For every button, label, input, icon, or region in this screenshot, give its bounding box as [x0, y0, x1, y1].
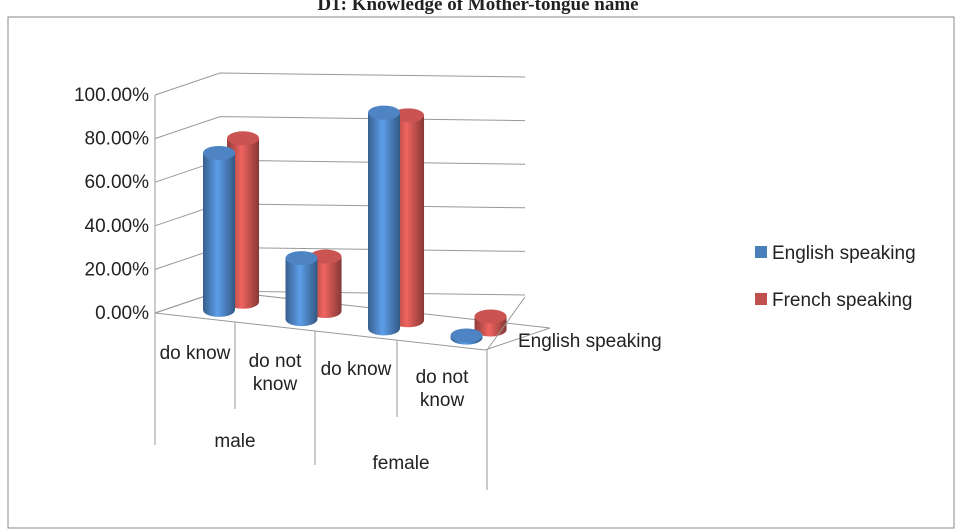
- chart-title: D1: Knowledge of Mother-tongue name: [317, 0, 638, 15]
- cylinder: [285, 251, 318, 327]
- cylinder-body: [285, 258, 318, 320]
- cylinder-body: [203, 152, 235, 310]
- chart-border: [7, 16, 955, 529]
- y-tick-label: 20.00%: [85, 259, 150, 280]
- cylinder-body: [368, 112, 400, 329]
- legend-swatch: [755, 293, 767, 305]
- cylinder-top: [203, 145, 235, 160]
- legend-label: English speaking: [772, 243, 916, 264]
- y-tick-label: 80.00%: [85, 129, 150, 150]
- cylinder-top: [227, 131, 260, 146]
- y-tick-label: 100.00%: [74, 85, 149, 106]
- cylinder-top: [285, 251, 318, 266]
- x-tick-label: do not know: [415, 367, 469, 411]
- cylinder: [368, 105, 400, 336]
- cylinder: [474, 309, 507, 337]
- group-label: female: [372, 453, 430, 474]
- legend-swatch: [755, 246, 767, 258]
- x-tick-label: do know: [159, 343, 231, 364]
- grid-line: [154, 116, 526, 140]
- cylinder-top: [474, 309, 507, 324]
- cylinder: [450, 328, 483, 345]
- cylinder: [203, 145, 235, 317]
- x-tick-label: do not know: [248, 351, 302, 395]
- y-tick-label: 60.00%: [85, 172, 150, 193]
- y-tick-label: 0.00%: [95, 303, 149, 324]
- legend-label: French speaking: [772, 290, 912, 311]
- y-tick-label: 40.00%: [85, 216, 150, 237]
- depth-axis: [486, 296, 526, 351]
- group-label: male: [214, 431, 256, 452]
- depth-label: English speaking: [518, 331, 662, 352]
- cylinder-top: [368, 105, 400, 120]
- cylinder-top: [450, 328, 483, 343]
- cylinder-top: [392, 108, 425, 123]
- grid-line: [154, 72, 526, 96]
- cylinder-top: [309, 249, 342, 264]
- x-tick-label: do know: [320, 359, 392, 380]
